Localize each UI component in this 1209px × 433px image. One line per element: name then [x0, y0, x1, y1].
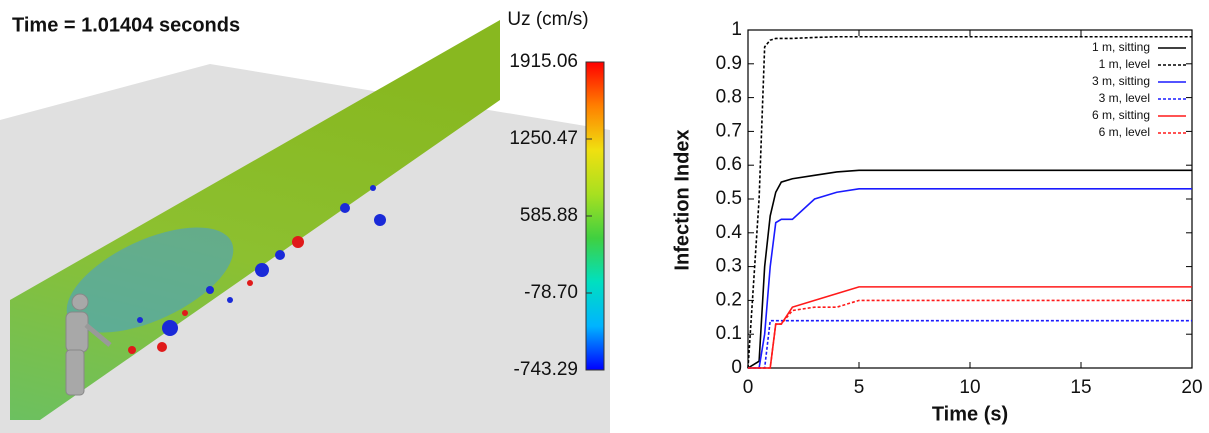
- x-tick-label: 5: [854, 377, 865, 398]
- y-tick-label: 0: [731, 357, 742, 378]
- y-tick-label: 1: [731, 19, 742, 40]
- droplets-red: [128, 236, 304, 354]
- x-tick-label: 10: [959, 377, 980, 398]
- legend-label: 6 m, sitting: [1092, 108, 1150, 122]
- jet-region: [66, 227, 234, 333]
- colorbar-tick-label: 1915.06: [509, 51, 578, 72]
- legend-label: 3 m, level: [1099, 91, 1150, 105]
- legend-label: 3 m, sitting: [1092, 74, 1150, 88]
- simulation-scene: [0, 20, 610, 433]
- series-line: [748, 319, 1192, 369]
- y-tick-label: 0.2: [716, 289, 742, 310]
- y-tick-label: 0.6: [716, 154, 742, 175]
- colorbar-tick-label: 585.88: [520, 205, 578, 226]
- legend-label: 1 m, level: [1099, 57, 1150, 71]
- y-tick-label: 0.3: [716, 256, 742, 277]
- y-tick-label: 0.5: [716, 188, 742, 209]
- line-chart: 00.10.20.30.40.50.60.70.80.910 5 10 15 201 m…: [716, 19, 1203, 398]
- x-tick-label: 0: [743, 377, 754, 398]
- sim-title: Time = 1.01404 seconds: [12, 14, 240, 36]
- x-axis-title: Time (s): [932, 403, 1008, 425]
- y-tick-label: 0.7: [716, 120, 742, 141]
- y-tick-label: 0.8: [716, 87, 742, 108]
- colorbar-tick-label: 1250.47: [509, 128, 578, 149]
- series-line: [747, 35, 1192, 369]
- x-tick-label: 20: [1181, 377, 1202, 398]
- y-tick-label: 0.1: [716, 323, 742, 344]
- x-tick-label: 15: [1070, 377, 1091, 398]
- y-tick-label: 0.4: [716, 222, 743, 243]
- colorbar-ticks: -743.29 -78.70 585.88 1250.47 1915.06: [509, 51, 592, 380]
- human-figure: [65, 293, 112, 396]
- legend-label: 6 m, level: [1099, 125, 1150, 139]
- y-tick-label: 0.9: [716, 53, 742, 74]
- legend-label: 1 m, sitting: [1092, 40, 1150, 54]
- series-line: [748, 299, 1192, 369]
- y-axis-title: Infection Index: [671, 129, 693, 270]
- series-line: [748, 188, 1192, 369]
- series-line: [747, 169, 1192, 369]
- series-line: [748, 286, 1192, 369]
- colorbar-tick-label: -743.29: [514, 359, 578, 380]
- droplets-blue: [137, 185, 386, 336]
- colorbar-label: Uz (cm/s): [507, 9, 588, 30]
- colorbar-tick-label: -78.70: [524, 282, 578, 303]
